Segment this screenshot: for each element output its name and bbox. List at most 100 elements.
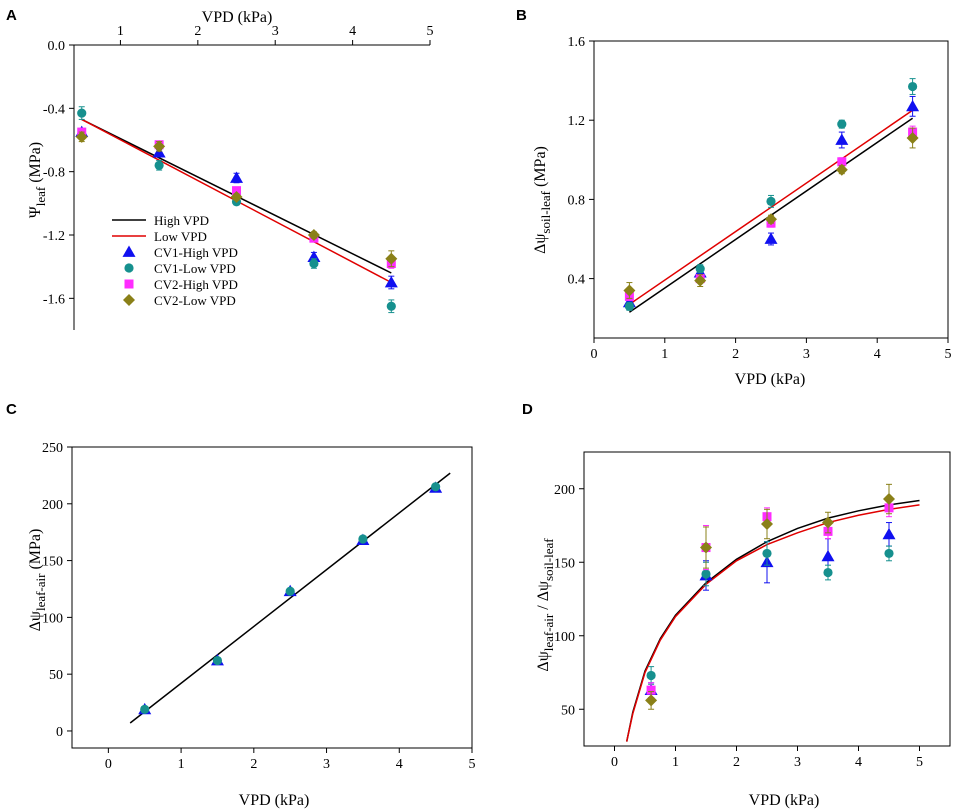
- panel-d-point-cv1-high-vpd: [882, 527, 896, 540]
- panel-d-point-cv1-low-vpd: [823, 567, 833, 578]
- panel-b-plot-area: 0 1 2 3 4 5 0.4 0.8 1.2 1.6: [568, 35, 952, 362]
- panel-d-point-cv1-low-vpd: [701, 569, 711, 579]
- panel-b-x-tick-label: 3: [803, 347, 810, 362]
- panel-a-point-cv1-high-vpd: [230, 171, 244, 183]
- panel-a-point-cv2-low-vpd: [153, 140, 166, 153]
- panel-c: C VPD (kPa) Δψleaf-air (MPa) 0 1 2 3 4 505010…: [6, 401, 476, 809]
- panel-d-fit-line-low-vpd: [625, 504, 920, 742]
- panel-d-point-cv1-high-vpd: [821, 549, 835, 562]
- panel-c-x-tick-label: 0: [105, 757, 112, 772]
- panel-a-point-cv2-high-vpd: [232, 186, 242, 196]
- panel-b-y-tick-label: 0.4: [568, 273, 586, 288]
- panel-c-fit-line-linear-fit: [129, 472, 451, 724]
- panel-d-x-tick-label: 1: [672, 755, 679, 770]
- panel-b-y-unit: (MPa): [532, 146, 549, 191]
- panel-a-y-tick-label: -0.4: [43, 102, 65, 117]
- panel-c-y-symbol: Δψ: [27, 611, 44, 631]
- panel-d-y-symbol: Δψ: [535, 651, 552, 671]
- legend-label-cv1-high-vpd: CV1-High VPD: [154, 245, 238, 260]
- panel-b-point-cv1-low-vpd: [695, 264, 705, 274]
- panel-d-point-cv1-low-vpd: [762, 548, 772, 559]
- panel-c-frame: [71, 446, 473, 749]
- panel-d-point-cv2-low-vpd: [645, 694, 658, 707]
- panel-b-point-cv1-high-vpd: [906, 99, 920, 112]
- panel-a-point-cv2-low-vpd: [385, 252, 398, 265]
- panel-c-y-tick-label: 150: [42, 555, 63, 570]
- panel-b-y-axis-title: Δψsoil-leaf (MPa): [532, 146, 553, 254]
- panel-d-y-subscript: leaf-air: [541, 613, 556, 651]
- panel-c-x-tick-label: 2: [250, 757, 257, 772]
- panel-c-x-tick-label: 3: [323, 757, 330, 772]
- panel-b-x-tick-label: 5: [945, 347, 952, 362]
- panel-b-frame: [593, 40, 949, 339]
- panel-c-y-subscript: leaf-air: [33, 573, 48, 611]
- panel-c-y-axis-title: Δψleaf-air (MPa): [27, 529, 48, 632]
- panel-d-frame: [583, 451, 951, 747]
- panel-c-y-tick-label: 200: [42, 498, 63, 513]
- panel-c-point-cv1-low-vpd: [358, 534, 368, 544]
- panel-a-x-axis-title: VPD (kPa): [202, 9, 273, 26]
- panel-a-x-tick-label: 4: [349, 24, 356, 39]
- panel-c-x-tick-label: 5: [469, 757, 476, 772]
- panel-a-y-axis-title: Ψleaf (MPa): [27, 142, 48, 218]
- panel-c-y-tick-label: 250: [42, 441, 63, 456]
- panel-c-y-tick-label: 50: [49, 668, 63, 683]
- panel-c-y-tick-label: 0: [56, 725, 63, 740]
- panel-b-point-cv1-high-vpd: [764, 232, 778, 244]
- panel-b-point-cv2-low-vpd: [765, 213, 777, 226]
- legend-label-low-vpd: Low VPD: [154, 229, 207, 244]
- panel-d-point-cv2-high-vpd: [646, 685, 656, 695]
- panel-a-point-cv1-low-vpd: [386, 301, 396, 311]
- legend-label-high-vpd: High VPD: [154, 213, 209, 228]
- panel-c-y-unit: (MPa): [27, 529, 44, 574]
- panel-d-x-tick-label: 5: [916, 755, 923, 770]
- panel-a-y-symbol: Ψ: [27, 206, 44, 218]
- panel-b-point-cv1-low-vpd: [624, 301, 635, 311]
- panel-b-point-cv1-high-vpd: [835, 133, 849, 145]
- legend-label-cv2-low-vpd: CV2-Low VPD: [154, 293, 236, 308]
- legend-label-cv2-high-vpd: CV2-High VPD: [154, 277, 238, 292]
- panel-c-x-tick-label: 1: [178, 757, 185, 772]
- panel-a-point-cv2-low-vpd: [307, 229, 320, 241]
- panel-d-y-tick-label: 200: [554, 483, 575, 498]
- panel-c-point-cv1-low-vpd: [140, 704, 150, 714]
- panel-b-y-tick-label: 1.2: [568, 114, 586, 129]
- panel-b-point-cv2-low-vpd: [906, 132, 919, 145]
- legend-label-cv1-low-vpd: CV1-Low VPD: [154, 261, 236, 276]
- panel-a-point-cv1-high-vpd: [384, 276, 398, 288]
- panel-a-point-cv1-low-vpd: [309, 258, 319, 269]
- panel-c-point-cv1-low-vpd: [285, 586, 295, 596]
- panel-c-point-cv1-low-vpd: [431, 482, 441, 492]
- panel-b-x-tick-label: 4: [874, 347, 881, 362]
- panel-d-fit-line-high-vpd: [625, 499, 920, 742]
- panel-a-point-cv2-low-vpd: [75, 130, 88, 143]
- panel-c-point-cv1-low-vpd: [212, 655, 223, 666]
- panel-c-y-tick-label: 100: [42, 611, 63, 626]
- panel-b-point-cv2-low-vpd: [694, 274, 707, 287]
- panel-a-x-tick-label: 2: [194, 24, 201, 39]
- panel-d-point-cv2-low-vpd: [883, 493, 895, 506]
- panel-d-y-tick-label: 50: [561, 703, 575, 718]
- legend-marker-cv1-high-vpd: [122, 245, 136, 257]
- panel-d-point-cv1-low-vpd: [646, 670, 656, 681]
- panel-d-point-cv1-low-vpd: [884, 548, 894, 559]
- panel-b-x-axis-title: VPD (kPa): [735, 371, 806, 388]
- panel-b-y-tick-label: 1.6: [568, 35, 586, 50]
- panel-a-x-tick-label: 5: [427, 24, 434, 39]
- panel-a: A VPD (kPa) Ψleaf (MPa) 1 2 3 4 5 0.0 -0.4 -0.8…: [6, 7, 434, 330]
- panel-d-point-cv2-low-vpd: [761, 518, 773, 531]
- panel-b-point-cv1-low-vpd: [766, 196, 776, 206]
- panel-d-point-cv2-low-vpd: [822, 516, 834, 529]
- panel-a-letter: A: [6, 7, 17, 24]
- panel-b-y-symbol: Δψ: [532, 234, 549, 254]
- panel-b: B VPD (kPa) Δψsoil-leaf (MPa) 0 1 2 3 4 50.40…: [516, 7, 952, 388]
- panel-d-y-axis-title: Δψleaf-air / Δψsoil-leaf: [535, 538, 556, 672]
- legend-marker-cv2-low-vpd: [123, 294, 135, 306]
- panel-d-y-tick-label: 100: [554, 630, 575, 645]
- panel-c-x-axis-title: VPD (kPa): [239, 792, 310, 809]
- panel-d-x-tick-label: 3: [794, 755, 801, 770]
- panel-a-point-cv1-low-vpd: [154, 160, 164, 170]
- panel-b-point-cv2-high-vpd: [837, 157, 847, 167]
